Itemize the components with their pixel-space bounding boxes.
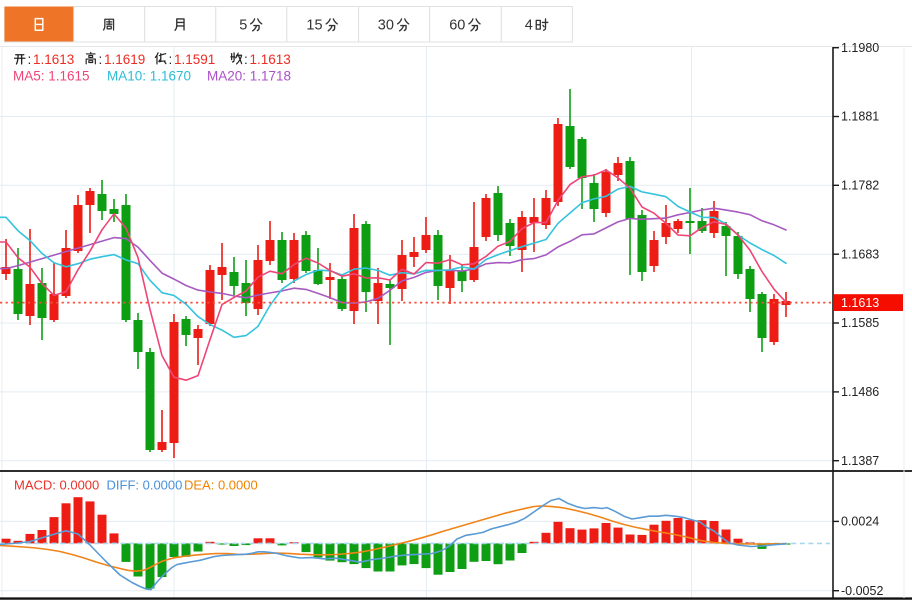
svg-text:MA20: 1.1718: MA20: 1.1718: [207, 69, 291, 84]
svg-text:30: 30: [378, 18, 394, 34]
svg-text:MACD: 0.0000: MACD: 0.0000: [14, 478, 99, 493]
svg-text:1.1881: 1.1881: [841, 110, 879, 124]
svg-text::: :: [28, 52, 32, 67]
svg-text:1.1980: 1.1980: [841, 41, 879, 55]
svg-text:15: 15: [306, 18, 322, 34]
svg-text:1.1683: 1.1683: [841, 247, 879, 261]
svg-text:1.1613: 1.1613: [33, 52, 74, 67]
svg-text:0.0024: 0.0024: [841, 515, 879, 529]
svg-text:-0.0052: -0.0052: [841, 584, 883, 598]
svg-text:1.1585: 1.1585: [841, 316, 879, 330]
svg-text:1.1619: 1.1619: [104, 52, 145, 67]
svg-text::: :: [99, 52, 103, 67]
svg-text:1.1613: 1.1613: [841, 296, 879, 310]
svg-text:1.1782: 1.1782: [841, 179, 879, 193]
svg-text:MA5: 1.1615: MA5: 1.1615: [13, 69, 90, 84]
svg-text::: :: [169, 52, 173, 67]
svg-text:DEA: 0.0000: DEA: 0.0000: [184, 478, 258, 493]
svg-text::: :: [244, 52, 248, 67]
svg-text:1.1387: 1.1387: [841, 454, 879, 468]
svg-text:60: 60: [449, 18, 465, 34]
svg-text:1.1613: 1.1613: [250, 52, 291, 67]
svg-text:MA10: 1.1670: MA10: 1.1670: [107, 69, 191, 84]
svg-text:DIFF: 0.0000: DIFF: 0.0000: [107, 478, 183, 493]
svg-text:5: 5: [239, 18, 247, 34]
svg-text:1.1591: 1.1591: [174, 52, 215, 67]
svg-text:1.1486: 1.1486: [841, 385, 879, 399]
svg-text:4: 4: [525, 18, 533, 34]
